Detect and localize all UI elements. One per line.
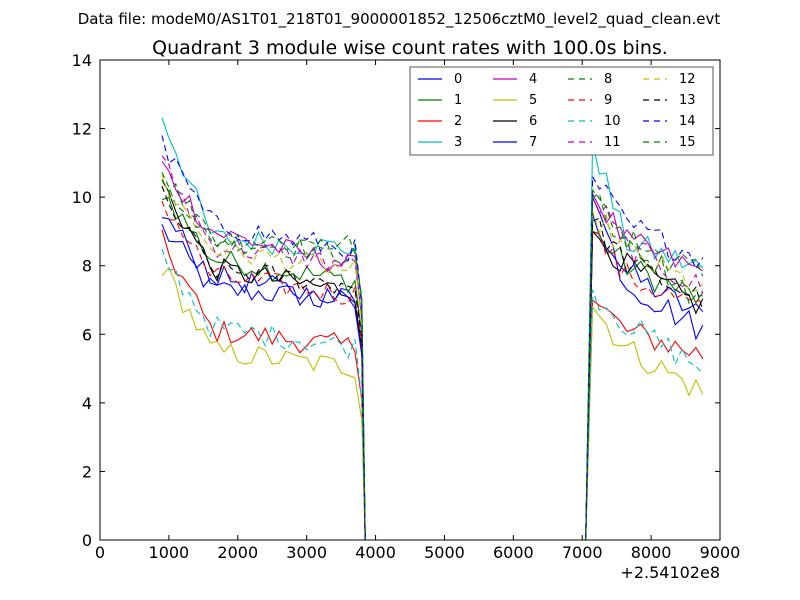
x-tick-label: 0 (95, 543, 105, 562)
legend-label-1: 1 (454, 93, 462, 108)
series-line-9 (161, 200, 704, 541)
series-line-8 (161, 172, 704, 541)
series-line-3 (161, 117, 704, 541)
legend-label-10: 10 (604, 114, 621, 129)
y-tick-label: 8 (82, 257, 92, 276)
x-tick-label: 1000 (149, 543, 190, 562)
legend-label-14: 14 (679, 114, 696, 129)
legend-label-3: 3 (454, 135, 462, 150)
legend-label-9: 9 (604, 93, 612, 108)
x-tick-label: 8000 (631, 543, 672, 562)
series-line-6 (161, 179, 704, 541)
x-tick-label: 5000 (424, 543, 465, 562)
y-tick-label: 2 (82, 462, 92, 481)
y-tick-label: 6 (82, 325, 92, 344)
legend-label-15: 15 (679, 135, 696, 150)
y-tick-label: 0 (82, 531, 92, 550)
legend-label-0: 0 (454, 72, 462, 87)
series-line-15 (161, 179, 703, 541)
series-line-14 (161, 135, 704, 541)
x-tick-label: 4000 (355, 543, 396, 562)
y-tick-label: 14 (72, 51, 92, 70)
y-tick-label: 10 (72, 188, 92, 207)
y-tick-label: 4 (82, 394, 92, 413)
plot-frame (99, 59, 721, 541)
series-line-7 (161, 196, 704, 541)
chart-title: Quadrant 3 module wise count rates with … (152, 37, 668, 59)
y-tick-label: 12 (72, 120, 92, 139)
x-offset-label: +2.54102e8 (620, 563, 720, 582)
chart-suptitle: Data file: modeM0/AS1T01_218T01_90000018… (78, 10, 721, 29)
legend-label-4: 4 (529, 72, 537, 87)
series-line-4 (161, 161, 704, 541)
series-line-12 (161, 174, 704, 541)
x-tick-label: 3000 (286, 543, 327, 562)
legend-label-7: 7 (529, 135, 537, 150)
x-tick-label: 6000 (493, 543, 534, 562)
legend-label-11: 11 (604, 135, 621, 150)
series-line-13 (161, 186, 704, 541)
series-line-10 (161, 248, 704, 541)
series-line-0 (161, 214, 704, 541)
x-tick-label: 9000 (700, 543, 741, 562)
series-line-1 (161, 196, 704, 541)
series-line-5 (161, 266, 704, 541)
legend-label-12: 12 (679, 72, 696, 87)
legend-label-13: 13 (679, 93, 696, 108)
legend-label-6: 6 (529, 114, 537, 129)
series-line-11 (161, 155, 704, 541)
legend-label-2: 2 (454, 114, 462, 129)
x-tick-label: 2000 (217, 543, 258, 562)
legend-label-5: 5 (529, 93, 537, 108)
x-tick-label: 7000 (562, 543, 603, 562)
legend-box (409, 66, 714, 156)
legend-label-8: 8 (604, 72, 612, 87)
